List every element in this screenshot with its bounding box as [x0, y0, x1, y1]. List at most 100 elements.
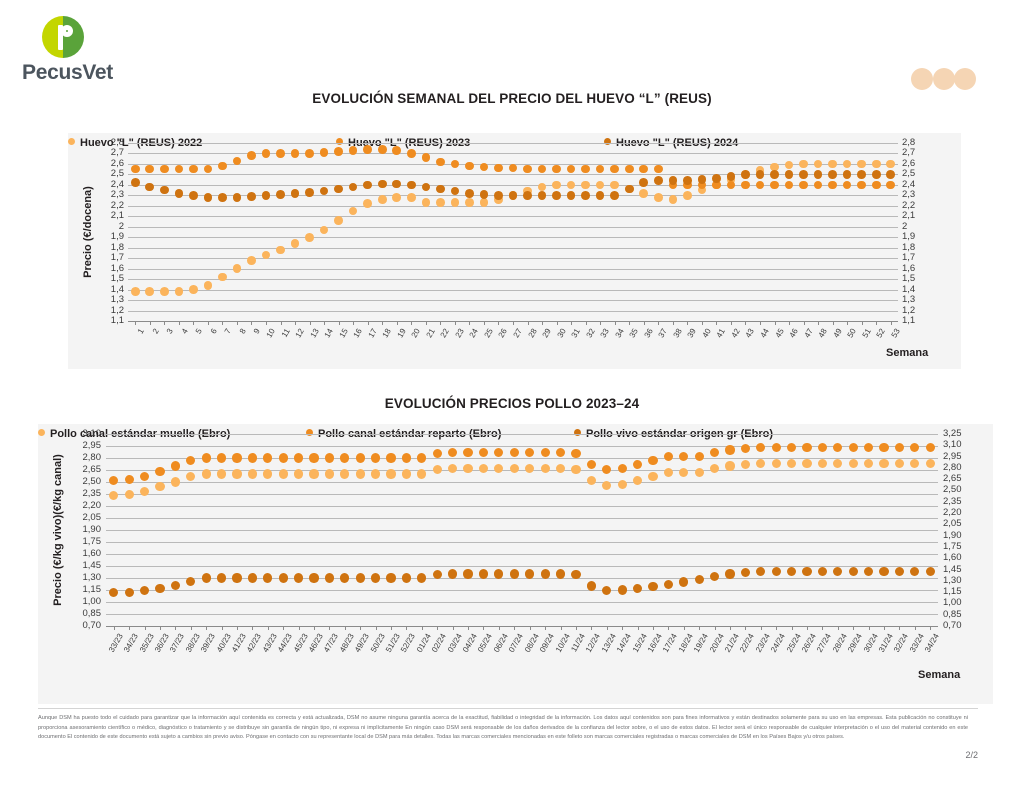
x-tick-mark: [683, 626, 685, 630]
data-point: [432, 448, 442, 458]
y-tick-label-right: 0,70: [943, 620, 962, 631]
data-point: [712, 180, 721, 190]
grid-line: [128, 310, 898, 312]
data-point: [201, 469, 211, 479]
data-point: [653, 176, 663, 185]
data-point: [139, 471, 150, 481]
y-tick-label-left: 1,7: [110, 252, 124, 264]
data-point: [617, 463, 627, 473]
data-point: [571, 464, 581, 474]
data-point: [293, 453, 304, 463]
data-point: [247, 192, 256, 201]
page-number: 2/2: [965, 750, 978, 760]
data-point: [478, 569, 489, 579]
data-point: [537, 164, 547, 174]
data-point: [465, 198, 474, 207]
grid-line: [128, 174, 898, 176]
data-point: [595, 191, 605, 200]
data-point: [799, 159, 808, 169]
data-point: [509, 447, 519, 457]
x-tick-mark: [295, 321, 297, 325]
x-tick-mark: [360, 626, 362, 630]
x-tick-mark: [375, 626, 377, 630]
data-point: [694, 467, 704, 477]
x-tick-mark: [498, 321, 500, 325]
y-tick-label-right: 1,6: [902, 262, 916, 274]
data-point: [278, 469, 288, 479]
data-point: [508, 163, 518, 173]
x-tick-mark: [853, 626, 855, 630]
grid-line: [106, 602, 938, 603]
y-tick-label-right: 2,50: [943, 484, 962, 496]
data-point: [363, 180, 372, 190]
data-point: [218, 161, 227, 171]
y-tick-label-right: 2,8: [902, 137, 916, 148]
y-tick-label-left: 2: [118, 220, 124, 232]
y-tick-label-left: 2,3: [110, 189, 124, 201]
data-point: [709, 463, 720, 473]
data-point: [290, 149, 300, 158]
x-tick-mark: [672, 321, 674, 325]
grid-line: [106, 542, 938, 543]
data-point: [479, 190, 489, 199]
grid-line: [106, 470, 938, 471]
data-point: [540, 569, 550, 579]
x-tick-mark: [298, 626, 300, 630]
data-point: [894, 443, 905, 453]
data-point: [170, 461, 180, 471]
data-point: [186, 471, 196, 481]
data-point: [232, 469, 242, 479]
data-point: [174, 287, 184, 296]
x-tick-mark: [207, 321, 209, 325]
y-tick-label-right: 1,5: [902, 273, 916, 285]
data-point: [392, 179, 402, 189]
data-point: [566, 191, 576, 200]
x-tick-mark: [759, 321, 761, 325]
y-tick-label-right: 1,45: [943, 563, 962, 575]
data-point: [802, 567, 812, 577]
data-point: [276, 245, 285, 255]
x-tick-mark: [803, 321, 805, 325]
data-point: [771, 567, 781, 577]
data-point: [537, 191, 547, 200]
data-point: [363, 144, 372, 154]
x-tick-mark: [344, 626, 346, 630]
data-point: [523, 164, 532, 174]
legend-bullet-icon: [336, 138, 343, 145]
plot-area-huevo: [128, 143, 898, 322]
data-point: [602, 464, 612, 474]
x-tick-mark: [545, 626, 547, 630]
x-tick-mark: [391, 626, 393, 630]
y-tick-label-left: 2,65: [82, 464, 102, 475]
data-point: [261, 250, 271, 260]
x-tick-mark: [914, 626, 916, 630]
data-point: [787, 443, 797, 453]
data-point: [348, 182, 358, 192]
data-point: [508, 191, 518, 200]
brand-logo: PecusVet: [22, 16, 132, 85]
data-point: [309, 453, 319, 463]
x-axis-line: [106, 626, 938, 627]
data-point: [124, 490, 134, 500]
data-point: [694, 451, 704, 461]
y-tick-label-right: 2,5: [902, 168, 916, 180]
x-tick-mark: [730, 321, 732, 325]
x-tick-mark: [818, 321, 820, 325]
x-tick-mark: [699, 626, 701, 630]
x-tick-mark: [178, 321, 180, 325]
data-point: [324, 453, 334, 463]
x-tick-mark: [425, 321, 427, 325]
x-tick-mark: [760, 626, 762, 630]
x-tick-mark: [556, 321, 558, 325]
data-point: [189, 164, 198, 174]
y-tick-label-right: 2,3: [902, 189, 916, 201]
grid-line: [106, 506, 938, 507]
y-tick-label-right: 1,2: [902, 304, 916, 316]
plot-area-pollo: [106, 434, 938, 627]
data-point: [124, 587, 134, 597]
y-tick-label-right: 2,1: [902, 210, 916, 222]
data-point: [189, 285, 198, 294]
data-point: [771, 459, 781, 469]
data-point: [639, 188, 649, 198]
data-point: [571, 448, 581, 458]
